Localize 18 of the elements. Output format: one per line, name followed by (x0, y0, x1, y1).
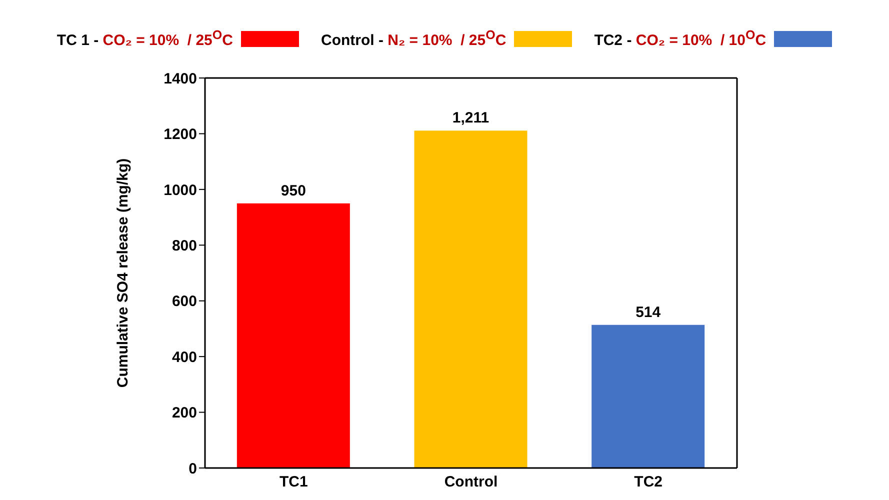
data-label: 514 (636, 304, 662, 321)
y-tick-label: 400 (172, 348, 197, 366)
legend-label: TC 1 - CO₂ = 10% / 25$^{O}$C (56, 28, 233, 49)
x-tick-label: TC2 (634, 474, 663, 491)
x-tick-label: Control (444, 474, 498, 491)
y-tick-label: 1200 (164, 126, 197, 144)
legend-label: TC2 - CO₂ = 10% / 10$^{O}$C (594, 28, 766, 49)
y-axis-title: Cumulative SO4 release (mg/kg) (114, 158, 132, 388)
data-label: 1,211 (452, 110, 490, 127)
y-tick-label: 200 (172, 404, 197, 422)
y-tick-label: 1000 (164, 182, 197, 199)
legend-label: Control - N₂ = 10% / 25$^{O}$C (320, 28, 506, 49)
y-tick-label: 1400 (164, 70, 197, 88)
y-tick-label: 800 (172, 237, 197, 254)
y-tick-label: 600 (172, 293, 197, 310)
x-tick-label: TC1 (279, 474, 308, 491)
y-tick-label: 0 (188, 460, 197, 478)
data-label: 950 (280, 182, 306, 200)
